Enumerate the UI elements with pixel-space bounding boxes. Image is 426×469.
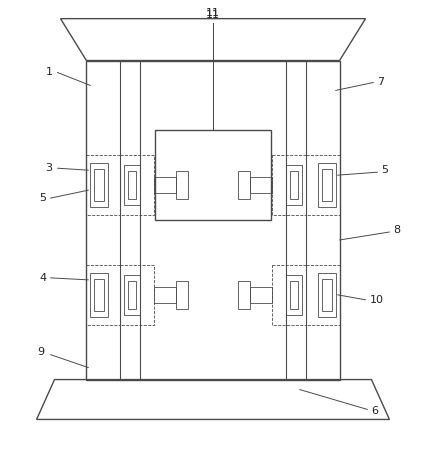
Bar: [322, 279, 331, 311]
Bar: [86, 61, 340, 379]
Bar: [86, 155, 120, 215]
Bar: [128, 281, 136, 309]
Bar: [90, 273, 108, 317]
Bar: [124, 165, 140, 205]
Bar: [154, 287, 176, 303]
Bar: [286, 165, 302, 205]
Bar: [322, 169, 331, 201]
Bar: [95, 279, 104, 311]
Text: 9: 9: [37, 347, 45, 356]
Bar: [290, 281, 298, 309]
Bar: [306, 155, 340, 215]
Bar: [306, 265, 340, 325]
Bar: [95, 169, 104, 201]
Text: 11: 11: [206, 8, 220, 18]
Bar: [272, 155, 306, 215]
Bar: [120, 155, 154, 215]
Bar: [290, 171, 298, 199]
Text: 5: 5: [381, 165, 389, 175]
Bar: [124, 275, 140, 315]
Bar: [86, 265, 120, 325]
Bar: [155, 130, 271, 220]
Text: 1: 1: [46, 68, 52, 77]
Bar: [90, 163, 108, 207]
Text: 11: 11: [206, 10, 220, 20]
Bar: [250, 177, 272, 193]
Bar: [272, 265, 306, 325]
Bar: [154, 177, 176, 193]
Text: 10: 10: [369, 295, 383, 305]
Text: 5: 5: [40, 193, 46, 203]
Bar: [238, 171, 250, 199]
Bar: [250, 287, 272, 303]
Bar: [318, 273, 336, 317]
Text: 8: 8: [393, 225, 400, 235]
Bar: [128, 171, 136, 199]
Bar: [176, 171, 188, 199]
Bar: [286, 275, 302, 315]
Text: 4: 4: [40, 273, 46, 283]
Text: 6: 6: [371, 407, 378, 416]
Bar: [318, 163, 336, 207]
Bar: [238, 281, 250, 309]
Text: 7: 7: [377, 77, 385, 87]
Bar: [120, 265, 154, 325]
Text: 3: 3: [46, 163, 52, 173]
Bar: [176, 281, 188, 309]
